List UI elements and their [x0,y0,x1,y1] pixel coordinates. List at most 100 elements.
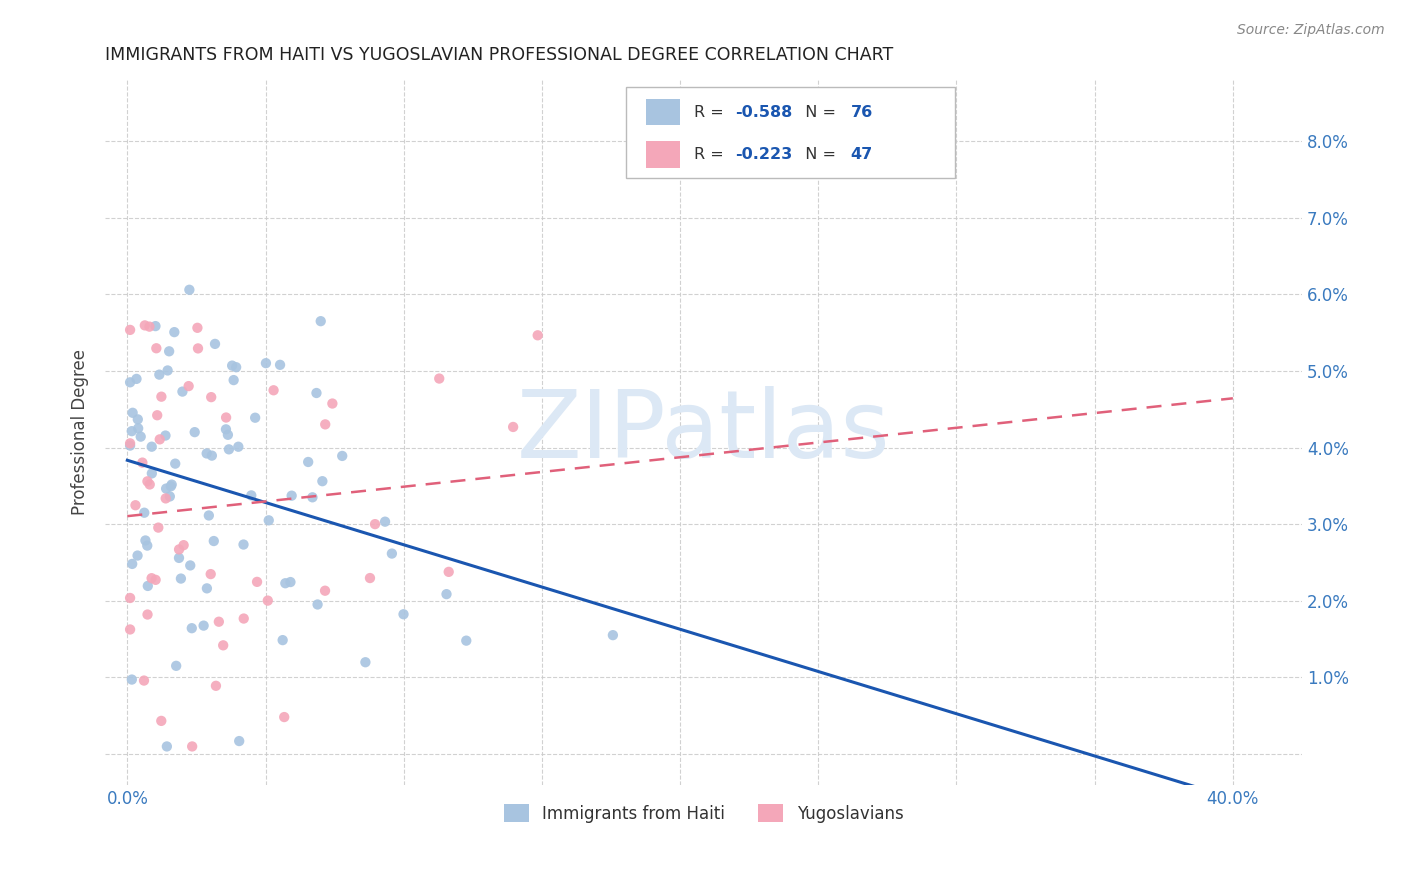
Point [204,337,226,351]
Point [129,430,152,444]
Point [228,440,250,454]
Point [160,477,183,491]
Text: IMMIGRANTS FROM HAITI VS YUGOSLAVIAN PROFESSIONAL DEGREE CORRELATION CHART: IMMIGRANTS FROM HAITI VS YUGOSLAVIAN PRO… [105,46,893,64]
Point [183,425,205,439]
Point [359,571,381,585]
Point [456,633,478,648]
Point [200,567,222,582]
Point [602,628,624,642]
Point [159,490,181,504]
Point [269,358,291,372]
Point [148,368,170,382]
Point [232,537,254,551]
Point [225,360,247,375]
Point [121,557,143,571]
Point [145,319,167,334]
Point [155,491,177,506]
Bar [647,141,679,168]
Point [215,410,238,425]
Point [127,412,149,426]
Point [437,565,460,579]
Point [179,558,201,573]
Point [134,533,156,548]
Point [354,655,377,669]
Point [170,572,193,586]
Point [132,673,155,688]
Point [179,283,201,297]
Text: R =: R = [695,104,728,120]
Point [163,325,186,339]
Point [121,424,143,438]
Point [138,319,160,334]
Text: 47: 47 [851,147,873,162]
Point [141,571,163,585]
Point [246,574,269,589]
Point [217,427,239,442]
Point [301,491,323,505]
Point [198,508,221,523]
Point [149,433,172,447]
Point [273,710,295,724]
Point [193,618,215,632]
Point [330,449,353,463]
Point [127,421,149,435]
Point [120,323,142,337]
Point [314,417,336,432]
Point [136,607,159,622]
Text: -0.223: -0.223 [735,147,792,162]
Text: N =: N = [794,147,841,162]
Point [180,621,202,635]
Point [205,679,228,693]
Point [165,658,187,673]
Point [155,482,177,496]
Point [138,477,160,491]
Point [167,550,190,565]
Point [436,587,458,601]
Point [228,734,250,748]
Point [502,420,524,434]
Point [134,318,156,333]
Text: 76: 76 [851,104,873,120]
Point [257,513,280,527]
Point [187,342,209,356]
Point [145,573,167,587]
Point [297,455,319,469]
Point [141,467,163,481]
FancyBboxPatch shape [626,87,955,178]
Point [263,384,285,398]
Point [243,410,266,425]
Point [173,538,195,552]
Point [240,488,263,502]
Point [200,390,222,404]
Point [120,376,142,390]
Point [271,633,294,648]
Text: -0.588: -0.588 [735,104,792,120]
Text: N =: N = [794,104,841,120]
Point [120,436,142,450]
Point [222,373,245,387]
Point [195,446,218,460]
Point [427,371,450,385]
Point [157,344,180,359]
Point [201,449,224,463]
Bar [647,99,679,126]
Point [156,363,179,377]
Point [218,442,240,457]
Point [146,409,169,423]
Text: R =: R = [695,147,728,162]
Point [305,386,328,401]
Point [141,440,163,454]
Point [181,739,204,754]
Point [136,475,159,489]
Point [280,575,302,590]
Point [314,583,336,598]
Point [232,611,254,625]
Point [145,341,167,355]
Point [311,474,333,488]
Point [160,479,183,493]
Point [256,593,278,607]
Point [165,457,187,471]
Point [167,542,190,557]
Point [309,314,332,328]
Point [208,615,231,629]
